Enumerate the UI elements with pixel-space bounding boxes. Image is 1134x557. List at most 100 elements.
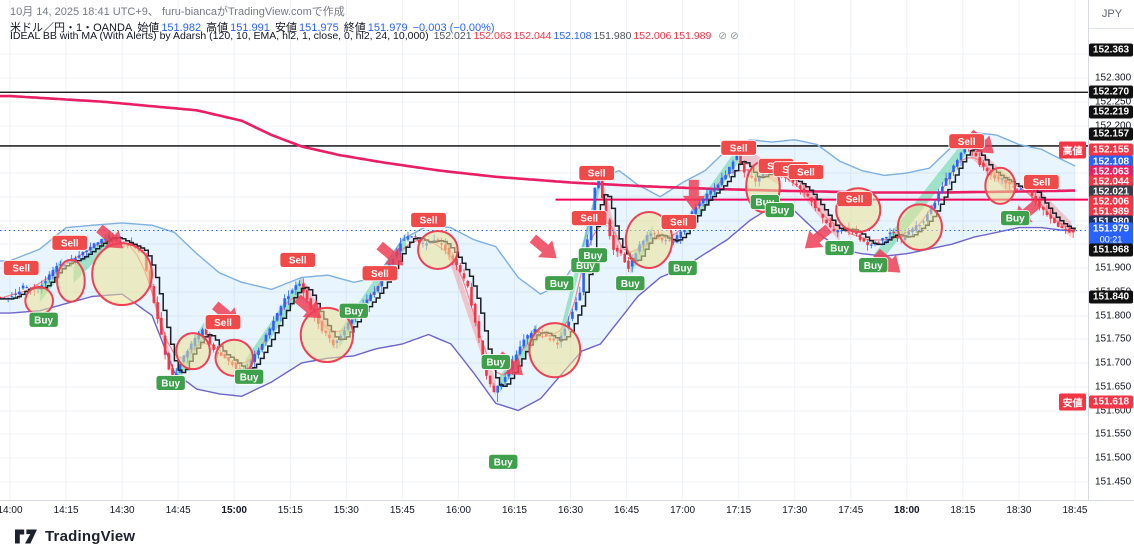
session-high-marker: 高値	[1059, 141, 1086, 159]
svg-text:Sell: Sell	[214, 318, 232, 329]
price-badge: 152.108	[1089, 155, 1133, 169]
candle-body	[14, 293, 17, 295]
candle-body	[59, 264, 62, 266]
price-tick: 151.600	[1095, 405, 1132, 417]
high-label: 高値	[206, 22, 229, 34]
price-badge: 152.021	[1089, 185, 1133, 199]
candle-body	[279, 306, 283, 316]
candle-body	[600, 179, 604, 198]
snapshot-attribution: 10月 14, 2025 18:41 UTC+9、 furu-biancaがTr…	[10, 6, 345, 18]
candle-body	[671, 241, 675, 243]
tradingview-logo[interactable]: TradingView	[14, 528, 135, 545]
candle-body	[1071, 229, 1075, 233]
candle-body	[679, 231, 683, 238]
symbol-status-line[interactable]: 米ドル／円・1・OANDA 始値 151.982 高値 151.991 安値 151.…	[10, 19, 497, 35]
candle-body	[1060, 226, 1064, 228]
svg-text:Buy: Buy	[486, 358, 505, 369]
candle-body	[25, 287, 29, 289]
symbol-title: 米ドル／円・1・OANDA	[10, 22, 133, 34]
price-tick: 151.550	[1095, 428, 1132, 440]
time-tick: 15:45	[389, 505, 415, 516]
price-axis[interactable]: JPY 152.350152.300152.250152.200151.9001…	[1088, 0, 1134, 520]
candle-body	[178, 364, 182, 373]
time-tick: 15:30	[333, 505, 359, 516]
candle-body	[1041, 206, 1045, 210]
candle-body	[473, 303, 477, 323]
time-axis[interactable]: 14:00 14:15 14:30 14:45 15:00 15:15 15:30 15:45…	[0, 500, 1134, 522]
candle-body	[619, 249, 623, 254]
candle-body	[18, 291, 21, 295]
candle-body	[615, 247, 619, 252]
candle-body	[152, 286, 156, 303]
indicator-status-line[interactable]: IDEAL BB with MA (With Alerts) by Adarsh…	[10, 30, 741, 42]
chart-canvas[interactable]: Sell Sell Sell Sell Sell Sell Sell Sell Sell Sell…	[0, 0, 1089, 500]
time-tick: 14:00	[0, 505, 23, 516]
candle-body	[791, 179, 795, 183]
svg-text:Sell: Sell	[958, 137, 976, 148]
candle-body	[44, 281, 47, 284]
candle-body	[813, 200, 817, 209]
svg-text:Buy: Buy	[344, 306, 363, 317]
sell-label: Sell	[578, 165, 615, 181]
candle-body	[630, 260, 634, 267]
candle-body	[290, 290, 294, 294]
highlight-circle	[175, 332, 211, 371]
candle-body	[466, 280, 470, 287]
candle-body	[414, 236, 417, 238]
price-badge: 151.840	[1089, 290, 1133, 304]
price-badge: 152.363	[1089, 43, 1133, 57]
candle-body	[892, 231, 896, 234]
session-low-marker: 安値	[1059, 393, 1086, 411]
time-tick: 14:30	[109, 505, 135, 516]
buy-label: Buy	[480, 354, 511, 370]
candle-body	[253, 354, 257, 363]
price-tick: 151.700	[1095, 357, 1132, 369]
time-tick: 17:15	[726, 505, 752, 516]
candle-body	[96, 242, 100, 245]
buy-label: Buy	[338, 302, 369, 319]
candle-body	[784, 176, 787, 178]
buy-label: Buy	[858, 257, 889, 274]
candle-body	[944, 178, 948, 186]
time-tick: 16:45	[614, 505, 640, 516]
candle-body	[578, 292, 582, 301]
candle-body	[1038, 199, 1041, 208]
candle-body	[529, 333, 533, 339]
price-badge: 151.979 00:21	[1089, 222, 1133, 246]
time-tick: 17:30	[782, 505, 808, 516]
time-tick: 16:30	[558, 505, 584, 516]
price-badge: 152.063	[1089, 165, 1133, 179]
buy-label: Buy	[824, 240, 855, 256]
candle-body	[376, 286, 380, 292]
candle-body	[739, 154, 742, 164]
sell-label: Sell	[571, 210, 608, 227]
candle-body	[698, 202, 701, 207]
time-tick: 18:00	[894, 505, 920, 516]
svg-text:Sell: Sell	[588, 169, 606, 180]
candle-body	[462, 273, 466, 279]
indicator-value: 152.044	[513, 30, 552, 42]
candle-body	[455, 258, 458, 265]
price-badge: 152.157	[1089, 127, 1133, 141]
buy-label: Buy	[764, 202, 795, 218]
candle-body	[492, 385, 496, 393]
candle-body	[21, 285, 25, 289]
candle-body	[515, 354, 518, 362]
candle-body	[518, 346, 522, 355]
low-value: 151.975	[298, 22, 339, 34]
candle-body	[705, 193, 709, 200]
candle-body	[623, 253, 627, 263]
bollinger-fill	[0, 132, 1075, 411]
candle-body	[742, 163, 746, 173]
candle-body	[728, 166, 731, 175]
candle-body	[350, 320, 354, 324]
candle-body	[593, 187, 597, 215]
candle-body	[941, 186, 944, 194]
time-tick: 15:15	[277, 505, 303, 516]
candle-body	[1068, 228, 1071, 233]
svg-text:Buy: Buy	[864, 261, 883, 272]
price-tick: 152.250	[1095, 96, 1132, 108]
candle-body	[458, 265, 462, 273]
open-value: 151.982	[161, 22, 202, 34]
candle-body	[828, 222, 832, 227]
